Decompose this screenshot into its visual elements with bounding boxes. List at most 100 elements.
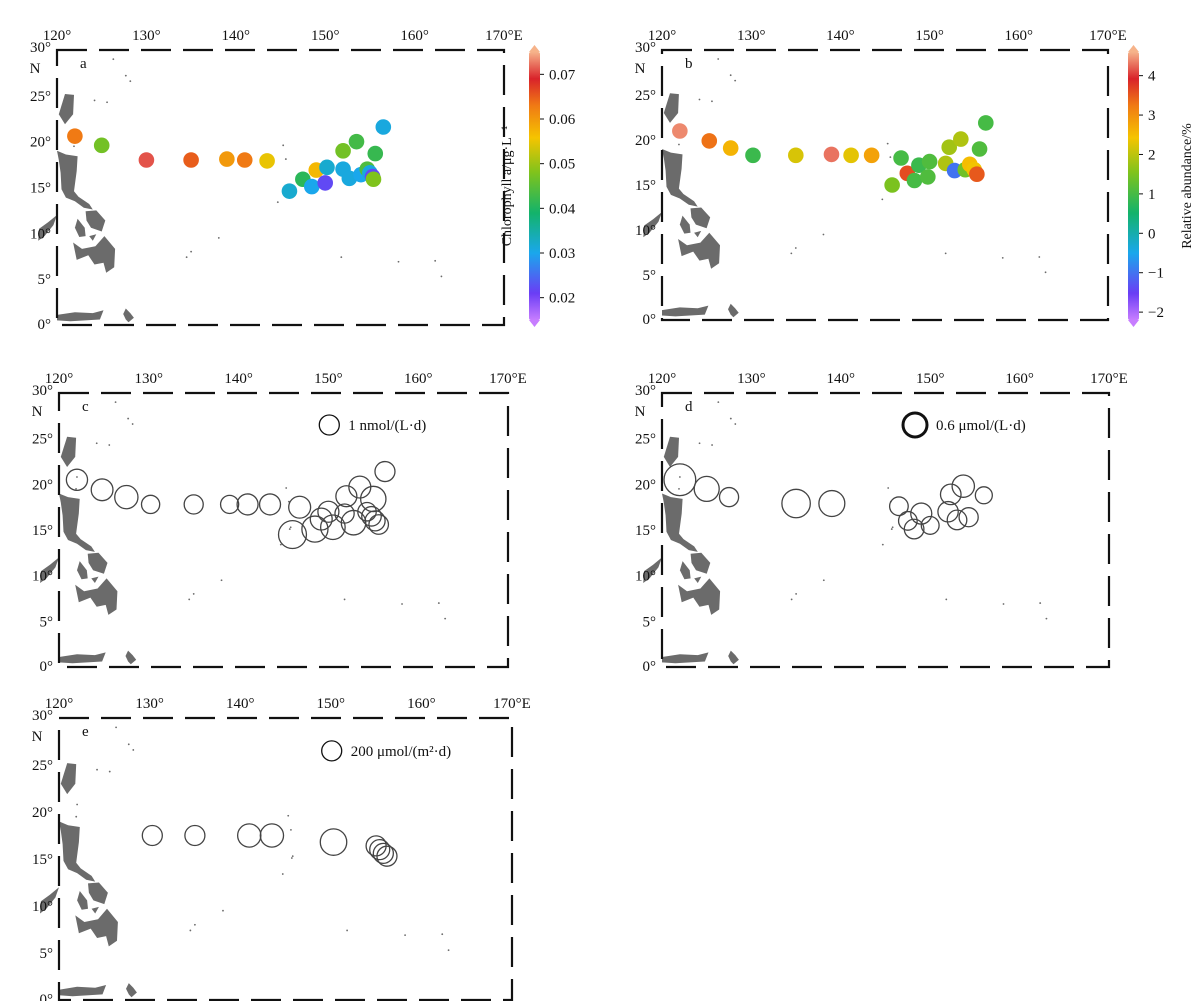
colorbar-tick-label: 0 — [1148, 226, 1156, 242]
lon-tick-label: 150° — [916, 371, 945, 387]
station-point — [367, 145, 384, 162]
panel-e: 120° 130° 140° 150° 160° 170°E 30° 25° 20° 15° 10°… — [32, 696, 531, 1001]
islet-15 — [1002, 603, 1005, 605]
legend-label: 0.6 μmol/(L·d) — [936, 418, 1026, 434]
islet-5 — [76, 803, 79, 806]
landmass-8 — [125, 650, 137, 665]
islet-1 — [127, 743, 130, 746]
islet-7 — [192, 593, 195, 595]
islet-17 — [944, 252, 947, 255]
rate-bubble — [259, 823, 285, 848]
landmass-6 — [40, 887, 59, 914]
islet-8 — [881, 543, 884, 546]
islet-14 — [217, 237, 220, 239]
lon-tick-label: 130° — [737, 371, 766, 387]
rate-bubble — [693, 475, 720, 503]
islet-6 — [678, 143, 680, 146]
station-point — [863, 147, 880, 164]
lat-tick-label: 10° — [635, 223, 656, 239]
landmass-4 — [89, 234, 97, 241]
lon-tick-label: 150° — [915, 28, 944, 44]
rate-bubble — [335, 485, 358, 508]
lat-tick-label: 30° — [32, 708, 53, 724]
landmass-4 — [694, 230, 702, 238]
islet-5 — [76, 476, 78, 478]
landmass-0 — [58, 94, 74, 125]
islet-11 — [290, 828, 292, 831]
islet-2 — [131, 423, 134, 425]
lat-tick-label: 5° — [40, 614, 54, 630]
islet-16 — [444, 617, 447, 620]
panel-label: d — [685, 399, 693, 415]
islet-0 — [717, 401, 720, 404]
landmass-3 — [74, 218, 86, 237]
landmass-4 — [694, 576, 702, 583]
lon-tick-label: 120° — [648, 371, 677, 387]
lat-tick-label: 25° — [635, 88, 656, 104]
station-point — [319, 159, 335, 176]
lon-tick-label: 170°E — [1089, 28, 1127, 44]
islet-18 — [1039, 602, 1042, 604]
station-point — [971, 141, 988, 157]
lat-tick-label: 5° — [643, 268, 657, 284]
islet-4 — [698, 442, 701, 445]
rate-bubble — [946, 509, 968, 531]
station-point — [281, 183, 298, 199]
landmass-5 — [678, 578, 721, 615]
islet-3 — [711, 444, 713, 446]
station-point — [303, 178, 320, 195]
landmass-2 — [690, 207, 711, 229]
map-border — [660, 48, 1110, 322]
lon-tick-label: 140° — [222, 28, 251, 44]
landmass-group — [643, 58, 1047, 318]
islet-1 — [729, 417, 732, 420]
islet-0 — [115, 726, 117, 729]
landmass-0 — [663, 93, 679, 123]
lat-tick-label: 25° — [32, 758, 53, 774]
lat-tick-label: 15° — [635, 523, 656, 539]
colorbar-tick-label: 3 — [1148, 108, 1156, 124]
landmass-1 — [59, 821, 96, 882]
station-point — [335, 143, 351, 159]
colorbar-title: Relative abundance/% — [1180, 123, 1195, 249]
landmass-1 — [662, 149, 698, 207]
landmass-7 — [59, 985, 107, 997]
panel-label: e — [82, 724, 89, 740]
lon-tick-label: 130° — [132, 28, 161, 44]
islet-9 — [890, 528, 893, 530]
colorbar-bottom-arrow — [529, 320, 540, 327]
lon-tick-label: 160° — [407, 696, 436, 712]
panel-b: 120° 130° 140° 150° 160° 170°E30°25°20°15°10°… — [635, 28, 1195, 328]
colorbar-tick-label: 0.07 — [549, 67, 576, 83]
islet-3 — [106, 101, 108, 104]
islet-0 — [112, 58, 115, 61]
lon-tick-label: 170°E — [489, 371, 527, 387]
islet-3 — [108, 444, 111, 446]
bubble-legend: 0.6 μmol/(L·d) — [901, 411, 1026, 439]
islet-11 — [889, 156, 892, 159]
landmass-6 — [643, 212, 662, 238]
lon-tick-label: 130° — [135, 696, 164, 712]
lon-tick-label: 170°E — [1090, 371, 1128, 387]
rate-bubble — [974, 486, 993, 505]
rate-bubble — [718, 486, 740, 508]
lon-tick-label: 120° — [648, 28, 677, 44]
station-point — [236, 152, 253, 168]
landmass-5 — [75, 908, 118, 947]
colorbar-gradient — [529, 52, 540, 320]
lat-tick-label: 15° — [30, 181, 51, 197]
landmass-4 — [91, 906, 99, 914]
rate-bubble — [236, 493, 259, 516]
islet-15 — [397, 260, 400, 263]
station-point — [745, 147, 761, 164]
lat-tick-label: 25° — [32, 432, 53, 448]
islet-16 — [440, 275, 443, 278]
islet-15 — [401, 603, 403, 605]
islet-18 — [441, 933, 444, 936]
islet-9 — [290, 857, 293, 859]
islet-4 — [95, 442, 98, 445]
lat-tick-label: 10° — [32, 899, 53, 915]
map-border — [57, 716, 514, 1001]
map-frame — [660, 391, 1111, 669]
